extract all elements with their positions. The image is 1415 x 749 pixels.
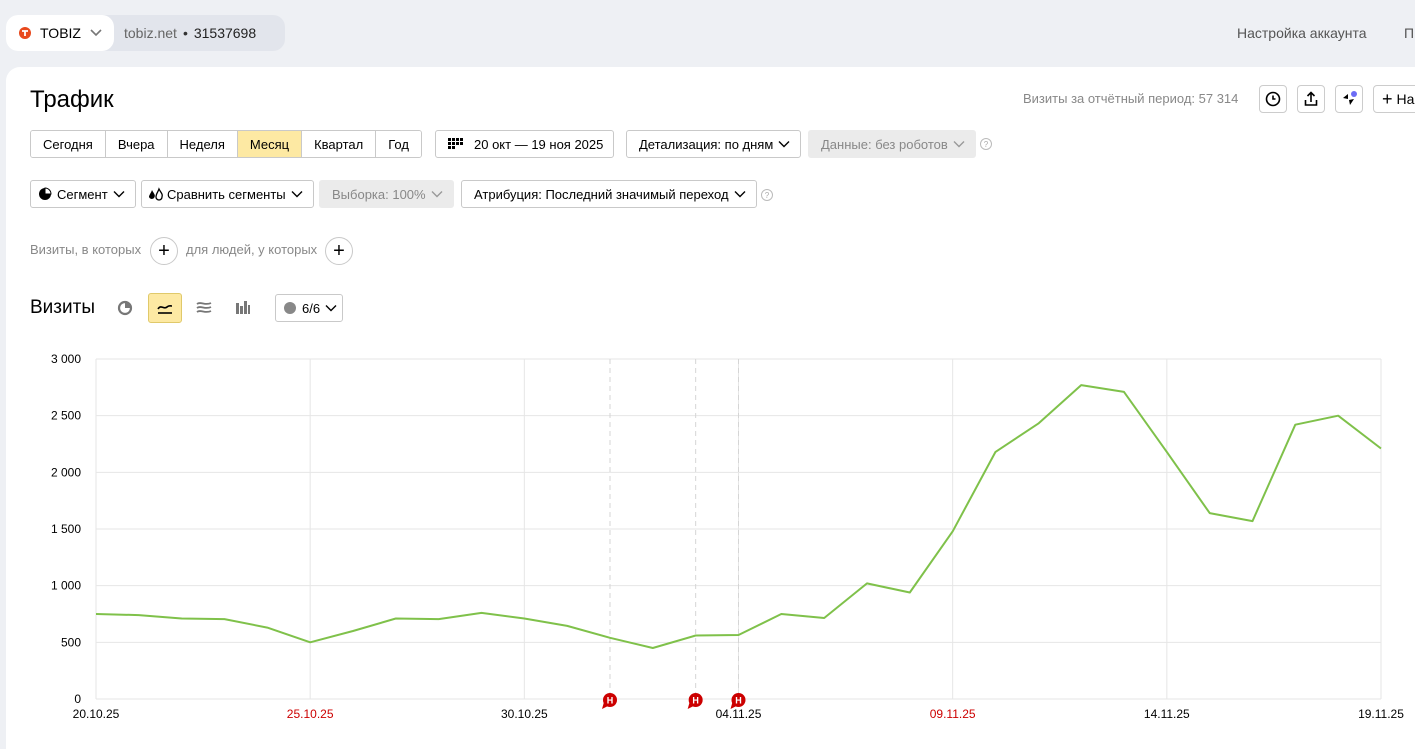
counter-name: TOBIZ	[40, 25, 81, 41]
chart-type-bar[interactable]	[226, 293, 260, 323]
help-icon[interactable]: ?	[761, 189, 773, 201]
plus-icon: +	[1382, 89, 1393, 109]
notes-count: 6/6	[302, 300, 321, 316]
data-filter-dropdown[interactable]: Данные: без роботов	[808, 130, 976, 158]
chevron-down-icon	[113, 191, 125, 198]
plus-icon: +	[333, 240, 345, 262]
compare-segments-label: Сравнить сегменты	[167, 186, 286, 202]
visits-total: Визиты за отчётный период: 57 314	[1023, 91, 1239, 106]
period-year[interactable]: Год	[376, 131, 421, 157]
detail-label: Детализация: по дням	[639, 136, 774, 152]
compare-segments-dropdown[interactable]: Сравнить сегменты	[141, 180, 314, 208]
account-settings-link[interactable]: Настройка аккаунта	[1237, 25, 1367, 41]
assistant-button[interactable]	[1335, 85, 1363, 113]
data-filter-label: Данные: без роботов	[821, 136, 948, 152]
date-range-label: 20 окт — 19 ноя 2025	[474, 136, 604, 152]
note-marker	[603, 693, 617, 707]
period-yesterday[interactable]: Вчера	[105, 131, 168, 157]
notes-dropdown[interactable]: 6/6	[275, 294, 343, 322]
x-tick-label: 04.11.25	[716, 707, 762, 721]
counter-selector[interactable]: TOBIZ	[6, 15, 114, 51]
y-tick-label: 2 000	[51, 465, 81, 479]
sample-label: Выборка: 100%	[332, 186, 426, 202]
pie-chart-icon	[117, 300, 133, 316]
chart-title: Визиты	[30, 297, 95, 318]
attribution-label: Атрибуция: Последний значимый переход	[474, 186, 729, 202]
period-today[interactable]: Сегодня	[31, 131, 106, 157]
visits-condition-label: Визиты, в которых	[30, 242, 142, 257]
add-people-condition-button[interactable]: +	[325, 237, 353, 265]
y-tick-label: 0	[74, 692, 81, 706]
chevron-down-icon	[778, 141, 790, 148]
counter-id: 31537698	[193, 25, 257, 41]
note-marker-label: Н	[607, 696, 614, 706]
period-month[interactable]: Месяц	[237, 131, 303, 157]
add-button-label: На	[1396, 91, 1415, 107]
chevron-down-icon	[291, 191, 303, 198]
chevron-down-icon	[734, 191, 746, 198]
y-tick-label: 2 500	[51, 409, 81, 423]
comment-icon	[284, 302, 296, 314]
period-quarter[interactable]: Квартал	[302, 131, 377, 157]
export-button[interactable]	[1297, 85, 1325, 113]
add-button[interactable]: + На	[1373, 85, 1415, 113]
visits-line-chart: 0 500 1 000 1 500 2 000 2 500 3 000 20.10.25 25.…	[51, 352, 1404, 721]
segment-dropdown[interactable]: Сегмент	[30, 180, 136, 208]
plus-icon: +	[158, 240, 170, 262]
date-range-button[interactable]: 20 окт — 19 ноя 2025	[435, 130, 615, 158]
area-chart-icon	[196, 302, 212, 313]
sample-dropdown[interactable]: Выборка: 100%	[319, 180, 454, 208]
share-icon	[1304, 91, 1318, 106]
note-marker	[688, 693, 703, 707]
period-selector: Сегодня Вчера Неделя Месяц Квартал Год	[30, 130, 422, 158]
detail-dropdown[interactable]: Детализация: по дням	[626, 130, 802, 158]
note-marker-label: Н	[735, 696, 742, 706]
bar-chart-icon	[236, 301, 250, 314]
chart-type-pie[interactable]	[108, 293, 142, 323]
separator: •	[182, 25, 188, 41]
note-marker-label: Н	[692, 696, 699, 706]
chart-type-line[interactable]	[148, 293, 182, 323]
site-domain: tobiz.net	[124, 25, 177, 41]
site-info: tobiz.net • 31537698	[124, 25, 256, 41]
y-tick-label: 500	[61, 635, 81, 649]
series-line-visits	[95, 384, 1382, 649]
calendar-icon	[448, 138, 463, 149]
chevron-down-icon	[953, 141, 965, 148]
note-marker-tail	[687, 702, 694, 709]
x-tick-label: 20.10.25	[73, 707, 120, 721]
note-marker-tail	[602, 702, 608, 709]
note-marker-tail	[730, 702, 737, 709]
assistant-icon	[1343, 91, 1357, 105]
top-link-truncated[interactable]: П	[1404, 25, 1415, 41]
attribution-dropdown[interactable]: Атрибуция: Последний значимый переход	[461, 180, 757, 208]
line-chart-icon	[157, 304, 173, 314]
x-tick-label: 25.10.25	[287, 707, 334, 721]
help-icon[interactable]: ?	[980, 138, 992, 150]
drops-icon	[149, 187, 163, 201]
chevron-down-icon	[325, 305, 337, 312]
x-tick-label: 09.11.25	[930, 707, 976, 721]
y-tick-label: 3 000	[51, 352, 81, 366]
chevron-down-icon	[90, 29, 102, 37]
chevron-down-icon	[431, 191, 443, 198]
history-button[interactable]	[1259, 85, 1287, 113]
page-title: Трафик	[30, 86, 114, 113]
y-tick-label: 1 000	[51, 579, 81, 593]
note-marker	[731, 693, 746, 707]
period-week[interactable]: Неделя	[167, 131, 238, 157]
top-bar: TOBIZ tobiz.net • 31537698 Настройка аккау…	[0, 0, 1415, 66]
people-condition-label: для людей, у которых	[186, 242, 318, 257]
pie-icon	[39, 187, 52, 200]
x-tick-label: 14.11.25	[1144, 707, 1190, 721]
x-tick-label: 30.10.25	[501, 707, 548, 721]
x-tick-label: 19.11.25	[1358, 707, 1404, 721]
tobiz-logo-icon	[19, 27, 31, 39]
add-visit-condition-button[interactable]: +	[150, 237, 178, 265]
segment-label: Сегмент	[57, 186, 108, 202]
chart-type-area[interactable]	[187, 293, 221, 323]
clock-icon	[1265, 91, 1281, 107]
y-tick-label: 1 500	[51, 522, 81, 536]
